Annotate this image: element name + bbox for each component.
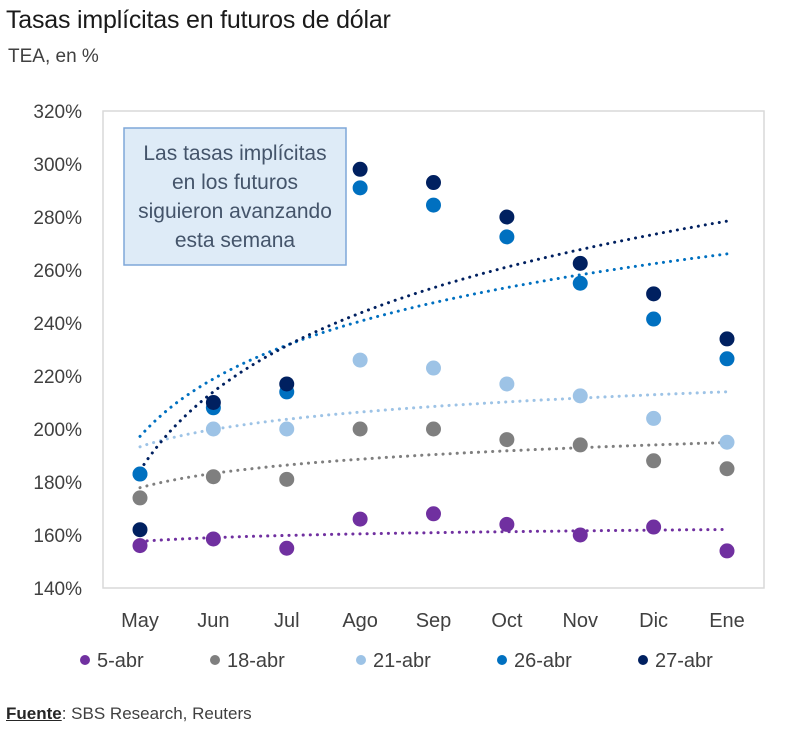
- data-point-5-abr-May: [132, 538, 148, 554]
- data-point-21-abr-Jul: [279, 421, 295, 437]
- chart-subtitle: TEA, en %: [8, 46, 99, 67]
- data-point-18-abr-Jul: [279, 471, 295, 487]
- x-tick-label: Ago: [342, 610, 378, 632]
- y-tick-label: 140%: [33, 579, 82, 600]
- annotation-line: esta semana: [175, 229, 296, 252]
- data-point-5-abr-Nov: [572, 527, 588, 543]
- data-point-26-abr-Nov: [572, 275, 588, 291]
- trendline-18-abr: [138, 441, 729, 490]
- annotation-line: siguieron avanzando: [138, 200, 332, 223]
- data-point-5-abr-Ago: [352, 511, 368, 527]
- legend-item-26-abr: 26-abr: [497, 650, 572, 672]
- x-tick-label: May: [121, 610, 159, 632]
- data-point-5-abr-Jul: [279, 540, 295, 556]
- trendlines: [138, 219, 729, 543]
- data-point-21-abr-Dic: [646, 410, 662, 426]
- x-axis: May Jun Jul Ago Sep Oct Nov Dic Ene: [121, 610, 745, 632]
- data-point-21-abr-Ene: [719, 434, 735, 450]
- legend-label: 26-abr: [514, 650, 572, 672]
- annotation-line: en los futuros: [172, 171, 298, 194]
- data-point-27-abr-Sep: [426, 175, 441, 191]
- x-tick-label: Jun: [197, 610, 229, 632]
- legend: 5-abr 18-abr 21-abr 26-abr 27-abr: [80, 650, 713, 672]
- data-point-27-abr-Ene: [719, 331, 735, 347]
- trendline-21-abr: [138, 390, 729, 449]
- data-point-18-abr-Dic: [646, 453, 662, 469]
- chart-title: Tasas implícitas en futuros de dólar: [6, 6, 391, 34]
- x-tick-label: Jul: [274, 610, 300, 632]
- legend-marker-icon: [356, 655, 366, 665]
- legend-item-18-abr: 18-abr: [210, 650, 285, 672]
- chart-svg: 140% 160% 180% 200% 220% 240% 260% 280% 300% 320%…: [33, 102, 765, 672]
- legend-label: 18-abr: [227, 650, 285, 672]
- data-point-26-abr-May: [132, 466, 148, 482]
- data-point-27-abr-Oct: [499, 209, 515, 225]
- data-point-27-abr-Dic: [646, 286, 662, 302]
- y-tick-label: 240%: [33, 314, 82, 335]
- data-point-18-abr-Sep: [426, 421, 441, 437]
- data-point-26-abr-Ene: [719, 351, 735, 367]
- y-axis: 140% 160% 180% 200% 220% 240% 260% 280% 300% 320%: [33, 102, 82, 600]
- legend-label: 21-abr: [373, 650, 431, 672]
- data-point-21-abr-Ago: [352, 352, 368, 368]
- annotation-background: [123, 127, 347, 266]
- annotation-line: Las tasas implícitas: [143, 142, 326, 165]
- data-point-5-abr-Sep: [426, 506, 441, 522]
- data-point-5-abr-Dic: [646, 519, 662, 535]
- data-point-21-abr-Oct: [499, 376, 515, 392]
- data-point-18-abr-Ene: [719, 461, 735, 477]
- data-point-26-abr-Sep: [426, 197, 441, 213]
- data-point-18-abr-Oct: [499, 432, 515, 448]
- annotation-box: Las tasas implícitas en los futuros sigu…: [123, 127, 347, 266]
- x-tick-label: Ene: [709, 610, 745, 632]
- data-point-27-abr-May: [132, 522, 148, 538]
- y-tick-label: 160%: [33, 526, 82, 547]
- data-point-18-abr-Jun: [205, 469, 221, 485]
- y-tick-label: 320%: [33, 102, 82, 123]
- legend-marker-icon: [638, 655, 648, 665]
- data-point-21-abr-Nov: [572, 388, 588, 404]
- y-tick-label: 300%: [33, 155, 82, 176]
- trendline-27-abr: [138, 219, 729, 472]
- legend-marker-icon: [80, 655, 90, 665]
- data-points: [132, 161, 735, 559]
- data-point-18-abr-Nov: [572, 437, 588, 453]
- data-point-5-abr-Ene: [719, 543, 735, 559]
- x-tick-label: Nov: [562, 610, 598, 632]
- legend-label: 5-abr: [97, 650, 144, 672]
- legend-item-21-abr: 21-abr: [356, 650, 431, 672]
- data-point-26-abr-Oct: [499, 229, 515, 245]
- y-tick-label: 280%: [33, 208, 82, 229]
- legend-item-5-abr: 5-abr: [80, 650, 144, 672]
- trendline-5-abr: [138, 528, 729, 543]
- y-tick-label: 220%: [33, 367, 82, 388]
- data-point-27-abr-Jul: [279, 376, 295, 392]
- legend-item-27-abr: 27-abr: [638, 650, 713, 672]
- source-label: Fuente: [6, 704, 62, 723]
- data-point-26-abr-Ago: [352, 180, 368, 196]
- x-tick-label: Oct: [491, 610, 523, 632]
- source-note: Fuente: SBS Research, Reuters: [6, 704, 252, 724]
- data-point-27-abr-Nov: [572, 255, 588, 271]
- data-point-27-abr-Ago: [352, 161, 368, 177]
- data-point-5-abr-Oct: [499, 516, 515, 532]
- data-point-21-abr-Sep: [426, 360, 441, 376]
- y-tick-label: 260%: [33, 261, 82, 282]
- data-point-18-abr-May: [132, 490, 148, 506]
- legend-label: 27-abr: [655, 650, 713, 672]
- trendline-26-abr: [138, 252, 729, 438]
- y-tick-label: 180%: [33, 473, 82, 494]
- x-tick-label: Dic: [639, 610, 668, 632]
- data-point-21-abr-Jun: [205, 421, 221, 437]
- data-point-18-abr-Ago: [352, 421, 368, 437]
- data-point-26-abr-Dic: [646, 311, 662, 327]
- source-text: : SBS Research, Reuters: [61, 704, 252, 723]
- data-point-27-abr-Jun: [205, 395, 221, 410]
- legend-marker-icon: [497, 655, 507, 665]
- x-tick-label: Sep: [416, 610, 452, 632]
- data-point-5-abr-Jun: [205, 531, 221, 547]
- y-tick-label: 200%: [33, 420, 82, 441]
- legend-marker-icon: [210, 655, 220, 665]
